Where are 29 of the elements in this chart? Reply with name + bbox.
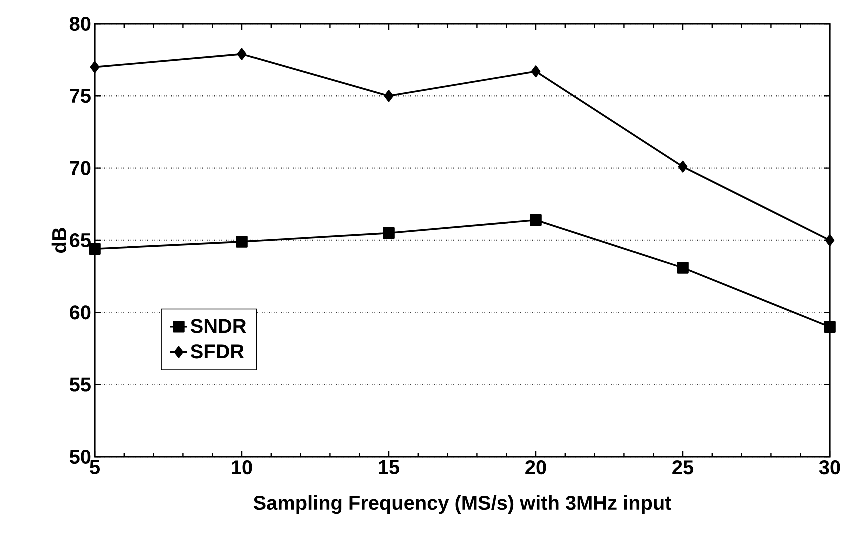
y-tick-label: 65 <box>70 233 91 248</box>
legend-label: SFDR <box>190 344 244 359</box>
point <box>824 321 836 333</box>
x-tick-label: 30 <box>819 460 840 475</box>
x-tick-label: 15 <box>379 460 400 474</box>
y-tick-label: 60 <box>70 306 91 320</box>
point <box>531 66 541 78</box>
point <box>89 243 101 256</box>
point <box>384 90 394 102</box>
x-tick-label: 10 <box>232 460 252 475</box>
point <box>677 262 689 274</box>
y-axis-title: dB <box>52 228 66 253</box>
legend-label: SNDR <box>190 319 246 334</box>
y-tick-label: 55 <box>70 378 91 392</box>
x-tick-label: 20 <box>526 460 546 475</box>
y-tick-label: 80 <box>70 16 91 32</box>
y-tick-label: 50 <box>70 450 91 464</box>
x-tick-label: 5 <box>90 460 100 474</box>
point <box>678 160 688 173</box>
y-tick-label: 70 <box>70 161 91 176</box>
point <box>236 236 248 248</box>
point <box>90 61 100 74</box>
point <box>237 48 247 60</box>
point <box>530 214 542 226</box>
y-tick-label: 75 <box>70 89 91 104</box>
point <box>383 227 395 240</box>
x-tick-label: 25 <box>672 460 694 475</box>
x-axis-title: Sampling Frequency (MS/s) with 3MHz input <box>254 495 672 514</box>
point <box>825 234 835 246</box>
